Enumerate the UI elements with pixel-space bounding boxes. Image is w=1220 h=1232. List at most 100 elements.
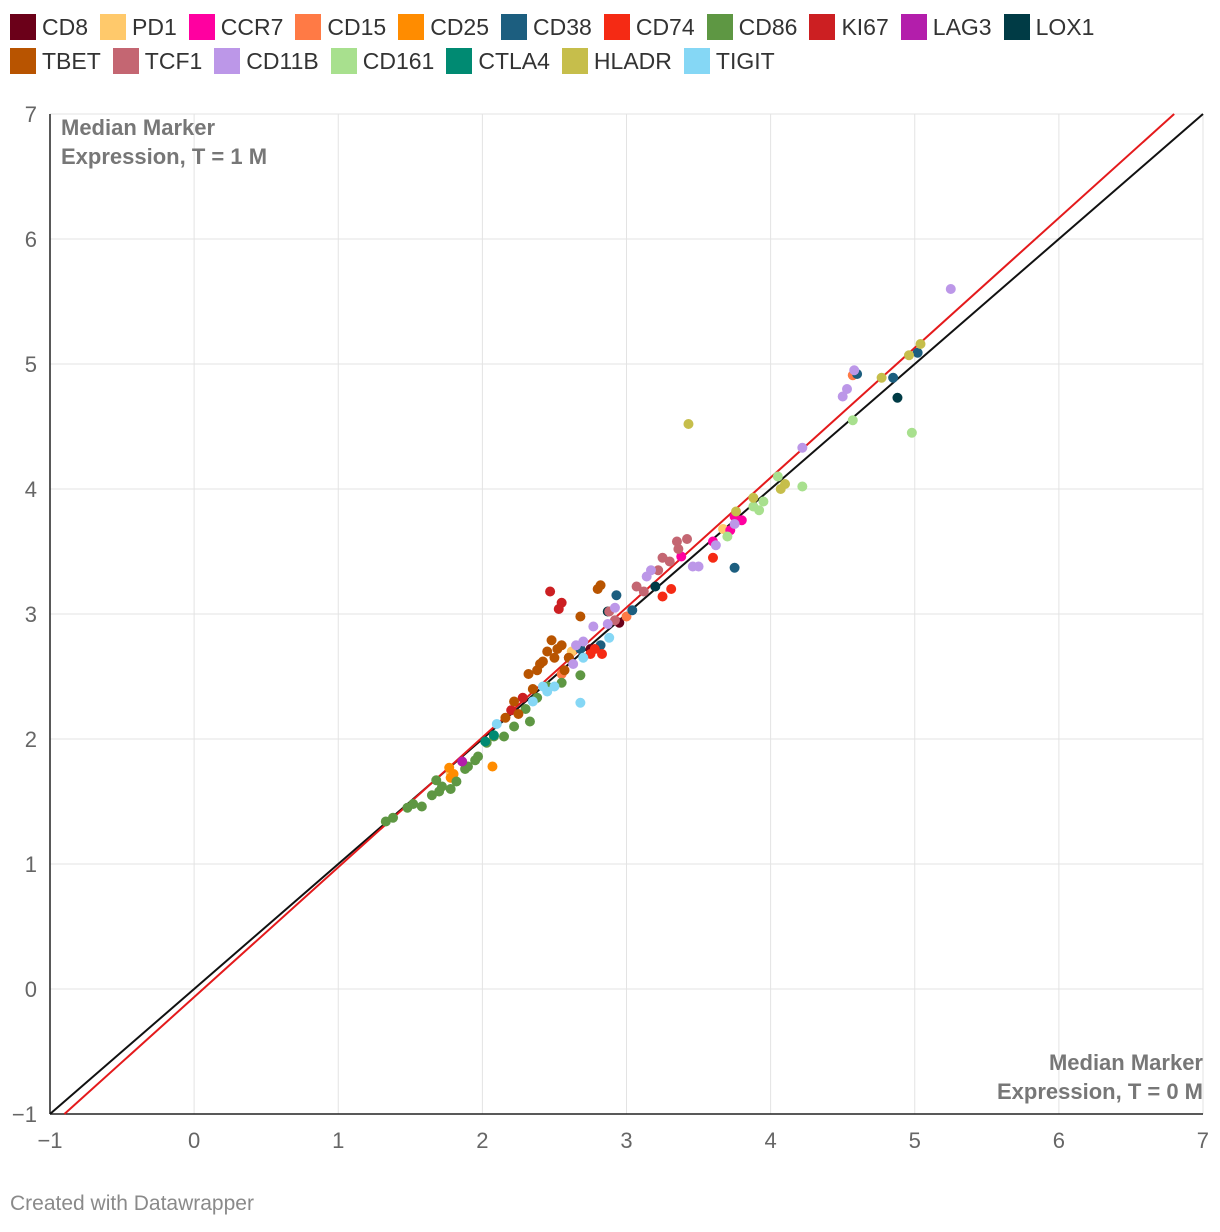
y-tick-label: 2 — [25, 727, 37, 752]
data-point-cd11b — [687, 561, 698, 572]
legend-item-tigit: TIGIT — [683, 47, 775, 75]
data-point-cd161 — [906, 427, 917, 438]
data-point-tigit — [491, 719, 502, 729]
legend-item-pd1: PD1 — [100, 14, 177, 41]
data-point-tcf1 — [631, 581, 642, 592]
legend-label: LAG3 — [932, 13, 992, 40]
data-point-cd11b — [837, 391, 848, 402]
legend-swatch — [10, 48, 36, 74]
legend-label: CD8 — [42, 13, 89, 40]
axes — [49, 114, 1203, 1115]
data-point-cd38 — [611, 590, 622, 601]
data-point-cd161 — [797, 481, 808, 492]
legend-label: TBET — [42, 47, 101, 74]
data-point-tbet — [546, 635, 557, 646]
legend-label: KI67 — [841, 13, 889, 40]
data-point-cd86 — [408, 799, 419, 809]
data-point-cd74 — [707, 552, 718, 563]
legend-swatch — [706, 14, 733, 40]
x-axis-title: Expression, T = 0 M — [997, 1079, 1203, 1104]
data-point-cd86 — [520, 704, 531, 714]
legend-item-cd15: CD15 — [295, 14, 386, 41]
reference-line-fit — [63, 113, 1175, 1115]
data-point-cd11b — [849, 365, 860, 376]
legend-item-hladr: HLADR — [561, 47, 672, 75]
data-point-tcf1 — [673, 544, 684, 554]
data-point-cd86 — [524, 716, 535, 727]
axis-titles: Median Marker Expression, T = 1 M Median M… — [61, 115, 1203, 1104]
legend-swatch — [100, 14, 127, 40]
legend-swatch — [1003, 14, 1030, 40]
data-point-tigit — [527, 696, 538, 707]
x-tick-label: 5 — [909, 1128, 921, 1153]
legend-item-cd161: CD161 — [330, 48, 434, 75]
legend-label: CCR7 — [220, 13, 284, 40]
legend-swatch — [398, 14, 425, 40]
data-point-lag3 — [457, 756, 468, 767]
data-point-cd11b — [588, 621, 599, 632]
data-point-cd11b — [945, 284, 956, 294]
data-point-cd161 — [847, 415, 858, 426]
data-point-cd11b — [641, 571, 652, 582]
legend-label: CD38 — [533, 13, 592, 40]
legend-label: LOX1 — [1035, 13, 1095, 40]
data-point-hladr — [876, 372, 887, 383]
data-point-tbet — [592, 584, 603, 594]
data-point-cd38 — [729, 562, 740, 573]
data-point-cd25 — [487, 761, 498, 772]
legend-item-cd74: CD74 — [603, 14, 695, 41]
data-point-tbet — [509, 696, 520, 707]
legend-label: HLADR — [593, 47, 672, 74]
data-point-tbet — [559, 665, 570, 676]
data-point-cd74 — [589, 644, 600, 654]
data-point-tbet — [575, 611, 586, 622]
data-point-hladr — [775, 484, 786, 494]
legend-item-ccr7: CCR7 — [188, 13, 284, 41]
legend-item-lag3: LAG3 — [900, 13, 992, 41]
legend-item-cd11b: CD11B — [214, 48, 319, 75]
legend-item-ki67: KI67 — [809, 13, 889, 41]
x-tick-label: −1 — [37, 1128, 62, 1153]
data-point-tcf1 — [682, 534, 693, 544]
data-point-cd86 — [445, 784, 456, 794]
legend-swatch — [446, 48, 473, 74]
legend-label: CTLA4 — [478, 47, 550, 74]
data-point-cd11b — [602, 619, 613, 629]
data-point-tbet — [523, 669, 534, 679]
data-point-cd38 — [888, 372, 899, 383]
data-point-cd38 — [627, 605, 638, 616]
data-point-cd161 — [772, 471, 783, 482]
data-point-tcf1 — [664, 556, 675, 567]
data-point-cd11b — [609, 602, 620, 613]
legend-swatch — [330, 48, 357, 74]
data-point-tbet — [549, 652, 560, 663]
y-axis-title: Expression, T = 1 M — [61, 144, 267, 169]
data-point-hladr — [731, 506, 742, 517]
data-point-cd86 — [388, 812, 399, 823]
data-point-cd86 — [416, 801, 427, 812]
data-point-cd86 — [498, 731, 509, 742]
data-point-tcf1 — [638, 586, 649, 597]
scatter-plot: −1 0 1 2 3 4 5 6 7 −1 0 1 2 3 4 5 6 7 Median Marker Expres… — [12, 102, 1209, 1153]
x-tick-label: 3 — [620, 1128, 632, 1153]
legend-label: CD86 — [738, 13, 798, 40]
legend-label: TIGIT — [715, 47, 775, 74]
data-point-cd86 — [575, 670, 586, 681]
y-tick-label: 3 — [25, 602, 37, 627]
data-point-tigit — [575, 697, 586, 708]
data-point-hladr — [903, 350, 914, 361]
legend-item-tcf1: TCF1 — [112, 48, 202, 75]
data-point-cd11b — [797, 442, 808, 453]
legend-item-lox1: LOX1 — [1003, 13, 1095, 41]
data-point-hladr — [915, 339, 926, 349]
x-tick-label: 6 — [1053, 1128, 1065, 1153]
legend-swatch — [501, 14, 528, 40]
data-point-tigit — [549, 681, 560, 692]
data-point-cd86 — [509, 721, 520, 732]
legend-item-cd25: CD25 — [398, 14, 489, 41]
legend-swatch — [809, 14, 836, 40]
data-point-ki67 — [517, 692, 528, 703]
legend-item-tbet: TBET — [10, 48, 101, 75]
data-point-cd11b — [842, 384, 853, 394]
y-tick-label: 4 — [25, 477, 37, 502]
